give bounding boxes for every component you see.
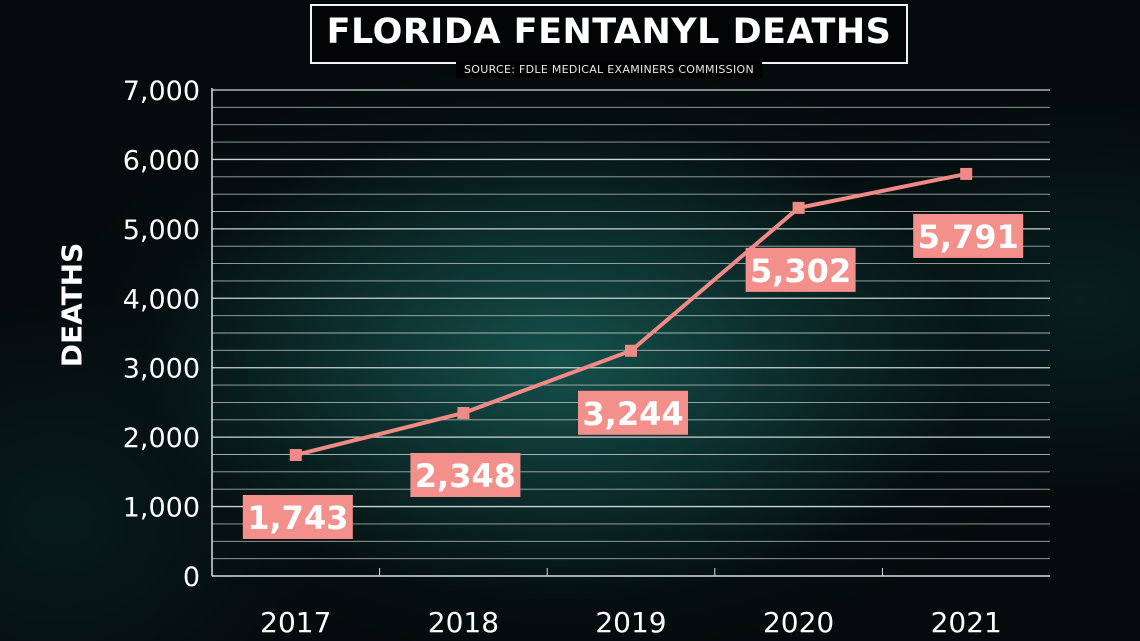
data-point-marker [960,167,973,180]
x-tick-label: 2020 [763,606,834,639]
data-label-box [578,390,688,435]
data-label: 5,791 [918,218,1019,256]
subtitle-wrap: SOURCE: FDLE MEDICAL EXAMINERS COMMISSIO… [312,58,906,78]
data-label: 3,244 [582,395,683,433]
title-box: FLORIDA FENTANYL DEATHS SOURCE: FDLE MED… [310,4,908,78]
data-label: 1,743 [247,499,348,537]
data-point-marker [457,406,470,419]
y-tick-label: 3,000 [123,354,200,385]
data-label-box [745,247,856,292]
chart-title: FLORIDA FENTANYL DEATHS [326,12,892,52]
y-tick-label: 1,000 [123,493,200,524]
data-point-marker [625,344,637,357]
y-tick-label: 5,000 [123,215,200,246]
y-tick-label: 2,000 [123,423,200,454]
x-tick-label: 2021 [931,606,1002,639]
x-tick-label: 2017 [260,606,331,639]
x-tick-label: 2019 [595,606,666,639]
y-tick-label: 4,000 [123,284,200,315]
data-label-box [410,452,521,497]
chart-subtitle: SOURCE: FDLE MEDICAL EXAMINERS COMMISSIO… [456,62,762,78]
y-tick-label: 7,000 [123,76,200,107]
data-label: 5,302 [750,252,851,290]
data-label-box [913,213,1024,258]
data-label-box [242,494,353,539]
x-tick-label: 2018 [428,606,499,639]
data-point-marker [792,201,805,214]
data-label: 2,348 [415,457,516,495]
y-tick-label: 0 [183,562,200,593]
y-tick-label: 6,000 [123,145,200,176]
data-point-marker [289,448,302,461]
